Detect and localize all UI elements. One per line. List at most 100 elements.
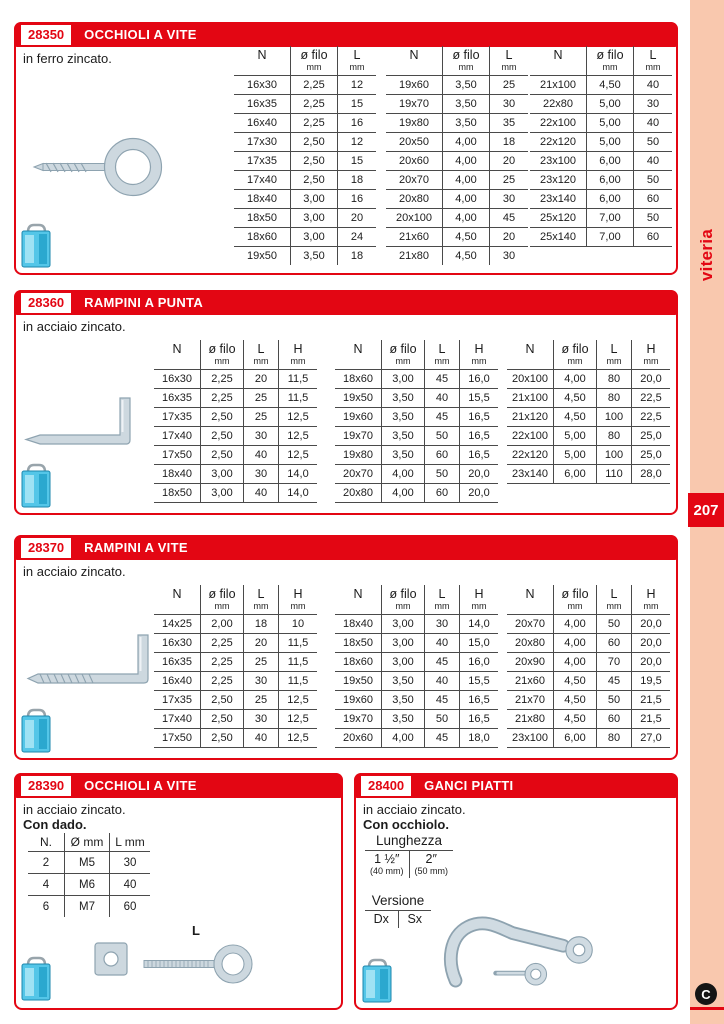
table-row: 23x120 6,00 50	[530, 169, 672, 190]
column-header: N	[507, 340, 554, 370]
length-dimension-label: L	[192, 923, 200, 938]
product-code: 28390	[21, 775, 72, 796]
table-row: 17x40 2,50 18	[234, 169, 376, 190]
length-options: 1 ½″ (40 mm) 2″ (50 mm)	[365, 851, 453, 878]
table-row: 21x70 4,50 50 21,5	[507, 689, 670, 710]
table-row: 22x120 5,00 100 25,0	[507, 444, 670, 465]
column-header: ø filo mm	[200, 585, 244, 615]
table-row: 21x100 4,50 80 22,5	[507, 387, 670, 408]
table-row: 18x50 3,00 40 14,0	[154, 482, 317, 503]
table-row: 19x70 3,50 50 16,5	[335, 425, 498, 446]
column-header: N	[530, 46, 587, 76]
table-row: 18x50 3,00 20	[234, 207, 376, 228]
table-row: 17x35 2,50 25 12,5	[154, 689, 317, 710]
section-title: RAMPINI A PUNTA	[84, 295, 204, 310]
column-header: Ø mm	[64, 833, 110, 853]
table-row: 16x35 2,25 25 11,5	[154, 651, 317, 672]
table-row: 20x60 4,00 45 18,0	[335, 727, 498, 748]
table-row: 22x100 5,00 40	[530, 112, 672, 133]
table-row: 20x70 4,00 25	[386, 169, 528, 190]
column-header: 1 ½″ (40 mm)	[370, 852, 404, 876]
product-code: 28360	[21, 292, 72, 313]
table-row: 17x35 2,50 15	[234, 150, 376, 171]
table-row: 20x60 4,00 20	[386, 150, 528, 171]
table-row: 22x120 5,00 50	[530, 131, 672, 152]
table-row: 19x50 3,50 18	[234, 245, 376, 265]
publisher-logo-icon: C	[695, 983, 717, 1005]
variant-note: Con dado.	[23, 817, 87, 832]
table-row: 20x70 4,00 50 20,0	[335, 463, 498, 484]
version-table-title: Versione	[365, 893, 431, 911]
package-icon	[21, 956, 51, 1001]
table-row: 21x100 4,50 40	[530, 74, 672, 95]
table-row: 19x60 3,50 45 16,5	[335, 689, 498, 710]
section-28360-rampini-a-punta: 28360 RAMPINI A PUNTA in acciaio zincato…	[14, 290, 678, 515]
section-header: 28350 OCCHIOLI A VITE	[14, 22, 678, 47]
section-28350-occhioli-a-vite: 28350 OCCHIOLI A VITE in ferro zincato. …	[14, 22, 678, 275]
column-header: Dx	[373, 912, 389, 926]
section-title: OCCHIOLI A VITE	[84, 778, 197, 793]
column-header: ø filo mm	[290, 46, 338, 76]
table-row: 20x80 4,00 30	[386, 188, 528, 209]
table-row: 18x50 3,00 40 15,0	[335, 632, 498, 653]
table-row: 21x60 4,50 20	[386, 226, 528, 247]
table-row: 16x40 2,25 16	[234, 112, 376, 133]
table-row: 17x30 2,50 12	[234, 131, 376, 152]
section-header: 28390 OCCHIOLI A VITE	[14, 773, 343, 798]
section-header: 28400 GANCI PIATTI	[354, 773, 678, 798]
table-row: 23x100 6,00 40	[530, 150, 672, 171]
table-row: 20x50 4,00 18	[386, 131, 528, 152]
column-header: ø filo mm	[381, 340, 425, 370]
package-icon	[21, 223, 51, 268]
length-table-title: Lunghezza	[365, 833, 453, 851]
size-table: N. Ø mm L mm 2 M5 30 4 M6 40 6 M7 60	[28, 833, 150, 918]
column-header: L mm	[109, 833, 150, 853]
column-header: ø filo mm	[442, 46, 490, 76]
column-header: N	[335, 585, 382, 615]
column-header: N	[154, 585, 201, 615]
column-header: N.	[28, 833, 65, 853]
column-header: N	[154, 340, 201, 370]
table-row: 19x70 3,50 50 16,5	[335, 708, 498, 729]
column-header: N	[386, 46, 443, 76]
table-row: 23x100 6,00 80 27,0	[507, 727, 670, 748]
table-row: 16x40 2,25 30 11,5	[154, 670, 317, 691]
table-row: 16x30 2,25 12	[234, 74, 376, 95]
table-row: 25x140 7,00 60	[530, 226, 672, 247]
table-row: 21x120 4,50 100 22,5	[507, 406, 670, 427]
table-row: 16x35 2,25 15	[234, 93, 376, 114]
table-row: 18x60 3,00 24	[234, 226, 376, 247]
material-note: in acciaio zincato.	[23, 802, 126, 817]
table-row: 17x50 2,50 40 12,5	[154, 444, 317, 465]
package-icon	[21, 708, 51, 753]
eye-bolt-illustration	[143, 944, 253, 984]
table-row: 21x60 4,50 45 19,5	[507, 670, 670, 691]
variant-note: Con occhiolo.	[363, 817, 449, 832]
column-header: Sx	[397, 911, 431, 928]
table-row: 18x60 3,00 45 16,0	[335, 651, 498, 672]
table-row: 19x80 3,50 35	[386, 112, 528, 133]
column-header: ø filo mm	[381, 585, 425, 615]
section-28370-rampini-a-vite: 28370 RAMPINI A VITE in acciaio zincato.…	[14, 535, 678, 760]
package-icon	[362, 958, 392, 1003]
column-header: N	[234, 46, 291, 76]
table-row: 17x50 2,50 40 12,5	[154, 727, 317, 748]
material-note: in acciaio zincato.	[23, 319, 126, 334]
table-row: 18x40 3,00 30 14,0	[154, 463, 317, 484]
section-title: RAMPINI A VITE	[84, 540, 188, 555]
table-row: 17x40 2,50 30 12,5	[154, 425, 317, 446]
section-title: OCCHIOLI A VITE	[84, 27, 197, 42]
table-row: 19x50 3,50 40 15,5	[335, 670, 498, 691]
